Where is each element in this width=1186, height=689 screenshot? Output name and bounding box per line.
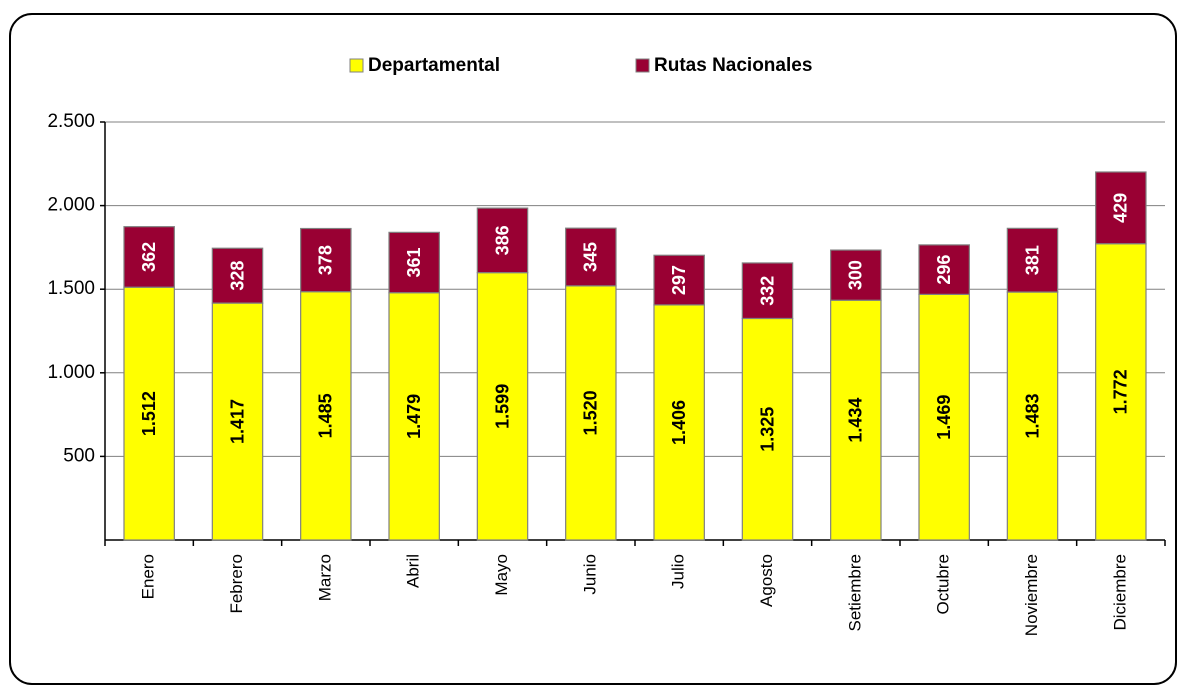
bar: [388, 231, 440, 294]
legend-swatch: [349, 58, 364, 73]
bar: [1006, 291, 1059, 541]
x-tick-label: Abril: [404, 554, 423, 588]
bar: [388, 292, 440, 541]
value-label: 378: [316, 245, 336, 275]
bar: [565, 227, 617, 287]
value-label: 345: [581, 242, 601, 272]
x-tick-label: Marzo: [315, 554, 334, 601]
bar: [1095, 243, 1147, 541]
value-label: 332: [757, 276, 777, 306]
value-label: 296: [934, 255, 954, 285]
y-tick-label: 1.000: [47, 362, 95, 383]
value-label: 386: [492, 225, 512, 255]
legend-swatch: [635, 58, 650, 73]
x-tick-label: Mayo: [492, 554, 511, 596]
bar: [565, 285, 617, 541]
bar: [300, 291, 352, 541]
x-tick-label: Setiembre: [845, 554, 864, 631]
value-label: 300: [846, 260, 866, 290]
value-label: 1.325: [757, 407, 777, 452]
bar: [476, 207, 529, 274]
x-tick-label: Agosto: [757, 554, 776, 607]
bar: [211, 247, 264, 304]
value-label: 381: [1022, 245, 1042, 275]
bar: [1006, 227, 1059, 293]
x-tick-label: Noviembre: [1022, 554, 1041, 636]
bar: [123, 286, 175, 541]
y-tick-label: 2.500: [47, 111, 95, 132]
bar: [1095, 171, 1147, 245]
value-label: 361: [404, 248, 424, 278]
value-label: 1.406: [669, 400, 689, 445]
value-label: 1.469: [934, 395, 954, 440]
y-tick-label: 1.500: [47, 278, 95, 299]
value-label: 1.483: [1022, 393, 1042, 438]
bar: [918, 293, 970, 541]
bar: [300, 227, 352, 293]
value-label: 1.772: [1111, 369, 1131, 414]
value-label: 1.434: [846, 398, 866, 443]
x-tick-label: Julio: [669, 554, 688, 589]
value-label: 1.599: [492, 384, 512, 429]
y-tick-label: 2.000: [47, 195, 95, 216]
x-tick-label: Junio: [580, 554, 599, 595]
bar: [476, 272, 529, 541]
bar: [653, 254, 705, 306]
x-tick-label: Enero: [139, 554, 158, 599]
bar: [741, 317, 794, 541]
bar: [211, 302, 264, 541]
value-label: 362: [139, 242, 159, 272]
x-tick-label: Diciembre: [1110, 554, 1129, 631]
bar: [653, 304, 705, 541]
legend-label: Departamental: [368, 55, 500, 76]
bar: [830, 249, 882, 301]
bar: [123, 226, 175, 288]
x-tick-label: Octubre: [934, 554, 953, 614]
y-tick-label: 500: [63, 445, 95, 466]
bar: [918, 244, 970, 295]
value-label: 1.417: [227, 399, 247, 444]
value-label: 1.479: [404, 394, 424, 439]
value-label: 1.520: [581, 390, 601, 435]
x-tick-label: Febrero: [227, 554, 246, 614]
value-label: 429: [1111, 193, 1131, 223]
value-label: 1.512: [139, 391, 159, 436]
value-label: 297: [669, 265, 689, 295]
value-label: 1.485: [316, 393, 336, 438]
bar: [741, 262, 794, 320]
value-label: 328: [227, 261, 247, 291]
legend-label: Rutas Nacionales: [654, 55, 812, 76]
bar: [830, 299, 882, 541]
